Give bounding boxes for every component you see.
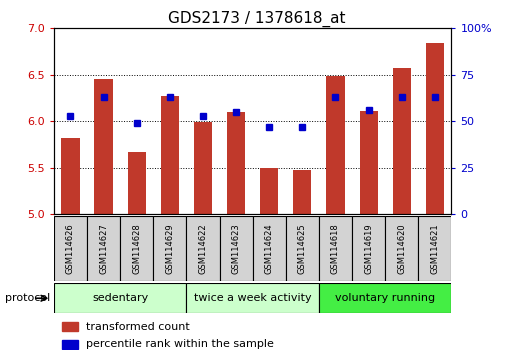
Text: sedentary: sedentary (92, 293, 148, 303)
Bar (153, 216, 186, 281)
Bar (227, 112, 245, 214)
Bar (128, 152, 146, 214)
Bar (392, 68, 411, 214)
Text: twice a week activity: twice a week activity (194, 293, 311, 303)
Text: GSM114626: GSM114626 (66, 223, 75, 274)
Bar (54, 216, 87, 281)
Bar (360, 111, 378, 214)
Bar (62, 322, 78, 331)
Bar (161, 96, 179, 214)
Text: GSM114627: GSM114627 (99, 223, 108, 274)
Text: percentile rank within the sample: percentile rank within the sample (86, 339, 273, 349)
Bar (186, 216, 220, 281)
Text: transformed count: transformed count (86, 321, 189, 332)
Bar (54, 283, 186, 313)
Bar (319, 216, 352, 281)
Bar (120, 216, 153, 281)
Bar (87, 216, 120, 281)
Text: GSM114625: GSM114625 (298, 223, 307, 274)
Text: GSM114621: GSM114621 (430, 223, 439, 274)
Bar (385, 216, 418, 281)
Bar (94, 79, 113, 214)
Bar (352, 216, 385, 281)
Bar (260, 168, 279, 214)
Text: GSM114629: GSM114629 (165, 223, 174, 274)
Bar (426, 43, 444, 214)
Bar (186, 283, 319, 313)
Text: GSM114623: GSM114623 (231, 223, 241, 274)
Text: GSM114628: GSM114628 (132, 223, 141, 274)
Bar (319, 283, 451, 313)
Bar (62, 138, 80, 214)
Text: GSM114624: GSM114624 (265, 223, 274, 274)
Text: protocol: protocol (5, 293, 50, 303)
Text: GSM114620: GSM114620 (397, 223, 406, 274)
Text: GSM114622: GSM114622 (199, 223, 207, 274)
Text: GSM114618: GSM114618 (331, 223, 340, 274)
Bar (62, 340, 78, 349)
Bar (326, 76, 345, 214)
Bar (194, 122, 212, 214)
Bar (286, 216, 319, 281)
Bar (220, 216, 252, 281)
Bar (293, 171, 311, 214)
Text: GSM114619: GSM114619 (364, 223, 373, 274)
Bar (418, 216, 451, 281)
Text: GDS2173 / 1378618_at: GDS2173 / 1378618_at (168, 11, 345, 27)
Text: voluntary running: voluntary running (335, 293, 435, 303)
Bar (252, 216, 286, 281)
